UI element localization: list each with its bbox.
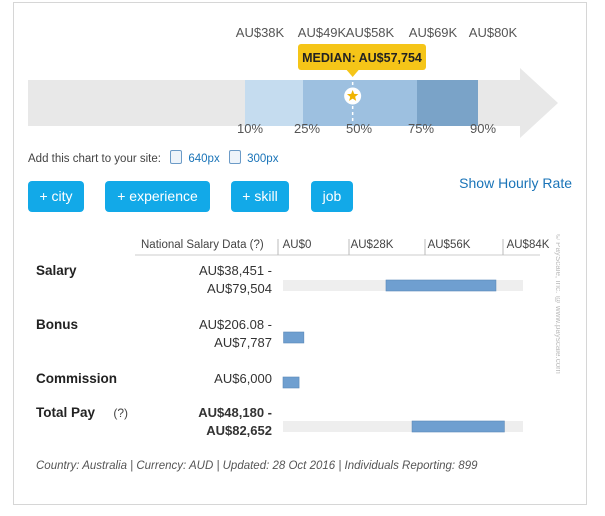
x-tick-label: AU$28K — [351, 239, 394, 251]
band-percentile-label: 10% — [237, 121, 263, 136]
band-10-25 — [245, 80, 303, 126]
median-badge-pointer — [346, 70, 359, 77]
embed-300-link[interactable]: 300px — [247, 153, 279, 165]
row-range-text: AU$79,504 — [207, 281, 272, 296]
band-percentile-label: 75% — [408, 121, 434, 136]
x-tick-label: AU$0 — [283, 239, 312, 251]
watermark-text: © PayScale, Inc. @ www.payscale.com — [554, 234, 560, 374]
row-range-text: AU$6,000 — [214, 371, 272, 386]
embed-small-icon[interactable] — [228, 150, 241, 164]
band-percentile-label: 25% — [294, 121, 320, 136]
row-bar — [385, 279, 497, 292]
row-range-text: AU$7,787 — [214, 335, 272, 350]
row-label-total-pay: Total Pay — [36, 405, 96, 420]
table-header: National Salary Data (?) — [141, 239, 264, 251]
band-value-label: AU$80K — [469, 25, 518, 40]
salary-range-chart: National Salary Data (?) AU$0 AU$28K AU$56K… — [36, 239, 550, 438]
footer-note: Country: Australia | Currency: AUD | Upd… — [36, 460, 478, 472]
embed-large-icon[interactable] — [170, 150, 183, 164]
x-tick-label: AU$56K — [428, 239, 471, 251]
band-value-label: AU$38K — [236, 25, 285, 40]
row-label-bonus: Bonus — [36, 317, 78, 332]
band-percentile-label: 90% — [470, 121, 496, 136]
row-range-text: AU$82,652 — [206, 423, 272, 438]
row-range-text: AU$48,180 - — [198, 405, 272, 420]
row-bar — [283, 331, 305, 344]
percentile-band-chart: AU$38K AU$49K AU$58K AU$69K AU$80K 10% 25% 50% 7… — [28, 25, 558, 138]
row-bar — [411, 420, 505, 433]
median-label: MEDIAN: AU$57,754 — [302, 51, 422, 65]
band-value-label: AU$58K — [346, 25, 395, 40]
band-value-label: AU$49K — [298, 25, 347, 40]
band-percentile-label: 50% — [346, 121, 372, 136]
row-label-commission: Commission — [36, 371, 117, 386]
row-help: (?) — [113, 406, 128, 420]
add-skill-button[interactable]: + skill — [231, 181, 289, 212]
band-50-75 — [357, 80, 417, 126]
row-range-text: AU$206.08 - — [199, 317, 272, 332]
embed-label: Add this chart to your site: — [28, 153, 161, 165]
row-track — [283, 421, 523, 432]
row-label-salary: Salary — [36, 263, 77, 278]
x-tick-label: AU$84K — [507, 239, 550, 251]
embed-row: Add this chart to your site: 640px 300px — [28, 150, 278, 165]
show-hourly-rate-link[interactable]: Show Hourly Rate — [459, 175, 572, 191]
row-range-text: AU$38,451 - — [199, 263, 272, 278]
add-experience-button[interactable]: + experience — [105, 181, 210, 212]
band-value-label: AU$69K — [409, 25, 458, 40]
embed-640-link[interactable]: 640px — [188, 153, 220, 165]
add-city-button[interactable]: + city — [28, 181, 84, 212]
band-75-90 — [417, 80, 478, 126]
median-badge — [298, 44, 426, 70]
watermark: © PayScale, Inc. @ www.payscale.com — [554, 234, 560, 374]
job-button[interactable]: job — [311, 181, 353, 212]
median-star-icon — [346, 90, 359, 101]
row-bar — [282, 376, 300, 389]
